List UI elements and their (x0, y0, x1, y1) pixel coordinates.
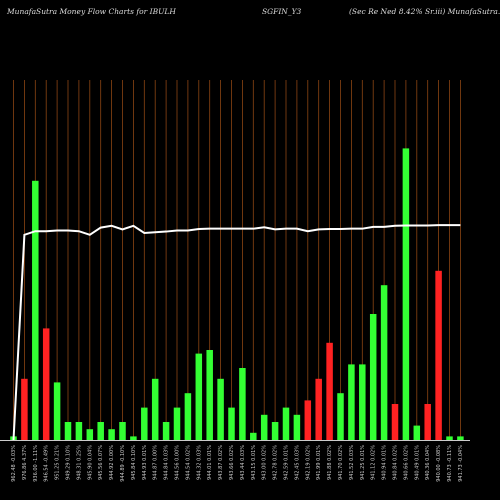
bar (184, 393, 192, 440)
bar (391, 404, 399, 440)
tick-label: 942.45 0.03% (294, 445, 300, 480)
tick-label: 940.00 -0.08% (436, 445, 442, 482)
bar (337, 393, 344, 440)
tick-label: 942.78 0.02% (273, 445, 279, 480)
bar (64, 422, 72, 440)
tick-label: 936.00 -1.11% (33, 445, 39, 482)
bar (304, 400, 312, 440)
bar (195, 353, 203, 440)
bar (75, 422, 83, 440)
bar (53, 382, 61, 440)
bar (151, 378, 159, 440)
bar (446, 436, 453, 440)
bar (21, 378, 28, 440)
bar (380, 285, 388, 440)
tick-label: 941.99 0.01% (316, 445, 322, 480)
bar (250, 432, 257, 440)
tick-label: 962.48 -0.03% (11, 445, 17, 482)
tick-label: 944.89 -0.10% (120, 445, 126, 482)
tick-label: 941.88 0.02% (327, 445, 333, 480)
money-flow-bars (10, 148, 464, 441)
tick-label: 945.56 0.07% (98, 445, 104, 480)
bar (239, 368, 246, 440)
bar (119, 422, 126, 440)
tick-label: 944.01 0.01% (207, 445, 213, 480)
bar (130, 436, 137, 440)
tick-label: 944.93 0.01% (142, 445, 148, 480)
tick-label: 942.19 0.02% (305, 445, 311, 480)
vertical-gridlines (13, 80, 461, 440)
bar (326, 342, 333, 440)
bar (315, 378, 322, 440)
bar (402, 148, 410, 440)
chart-symbol: SGFIN_Y3 (262, 7, 302, 16)
x-axis-tick-labels: 962.48 -0.03% 976.86 4.37% 936.00 -1.11% 94… (11, 445, 464, 482)
bar (293, 414, 301, 440)
tick-label: 945.84 0.10% (131, 445, 137, 480)
bar (86, 429, 94, 440)
bar (42, 328, 50, 440)
tick-label: 944.92 0.00% (109, 445, 115, 480)
price-line (0, 224, 470, 441)
tick-label: 951.25 0.21% (55, 445, 61, 480)
bar (108, 429, 115, 440)
bar (32, 180, 39, 441)
bar (348, 364, 355, 440)
tick-label: 940.73 -0.11% (447, 445, 453, 482)
tick-label: 942.59 0.01% (284, 445, 290, 480)
tick-label: 944.84 0.03% (164, 445, 170, 480)
tick-label: 944.56 0.00% (175, 445, 181, 480)
tick-label: 949.29 0.10% (66, 445, 72, 480)
bar (457, 436, 464, 440)
tick-label: 943.87 0.02% (218, 445, 224, 480)
bar (413, 425, 421, 440)
tick-label: 948.31 0.25% (76, 445, 82, 480)
bar (228, 407, 235, 440)
bar (282, 407, 290, 440)
tick-label: 940.66 0.02% (403, 445, 409, 480)
bar (359, 364, 366, 440)
bar (260, 414, 268, 440)
tick-label: 943.44 0.03% (240, 445, 246, 480)
bar (162, 422, 170, 440)
chart-title: MunafaSutra Money Flow Charts for IBULH (7, 7, 176, 16)
tick-label: 944.54 0.02% (185, 445, 191, 480)
tick-label: 940.49 0.01% (414, 445, 420, 480)
tick-label: 976.86 4.37% (22, 445, 28, 480)
tick-label: 941.12 0.02% (371, 445, 377, 480)
tick-label: 945.90 0.04% (87, 445, 93, 480)
bar (217, 378, 224, 440)
bar (141, 407, 148, 440)
tick-label: 946.54 -0.49% (44, 445, 50, 482)
tick-label: 943.00 0.02% (262, 445, 268, 480)
bar (424, 404, 431, 440)
chart-security-name: (Sec Re Ned 8.42% Sr.iii) MunafaSutra.co… (349, 7, 500, 16)
tick-label: 940.84 0.02% (393, 445, 399, 480)
bar (173, 407, 181, 440)
tick-label: 943.15 0.01% (251, 445, 257, 480)
price-line-path (12, 224, 461, 441)
bar (206, 350, 213, 440)
tick-label: 943.66 0.02% (229, 445, 235, 480)
tick-label: 941.25 0.01% (360, 445, 366, 480)
tick-label: 941.70 0.02% (338, 445, 344, 480)
bar (369, 314, 377, 440)
bar (271, 422, 279, 440)
tick-label: 940.36 0.04% (425, 445, 431, 480)
bar (97, 422, 104, 440)
tick-label: 941.52 0.03% (349, 445, 355, 480)
tick-label: 941.73 -0.04% (458, 445, 464, 482)
bar (435, 270, 442, 440)
tick-label: 944.32 0.03% (196, 445, 202, 480)
tick-label: 940.94 0.01% (382, 445, 388, 480)
tick-label: 944.87 0.00% (153, 445, 159, 480)
